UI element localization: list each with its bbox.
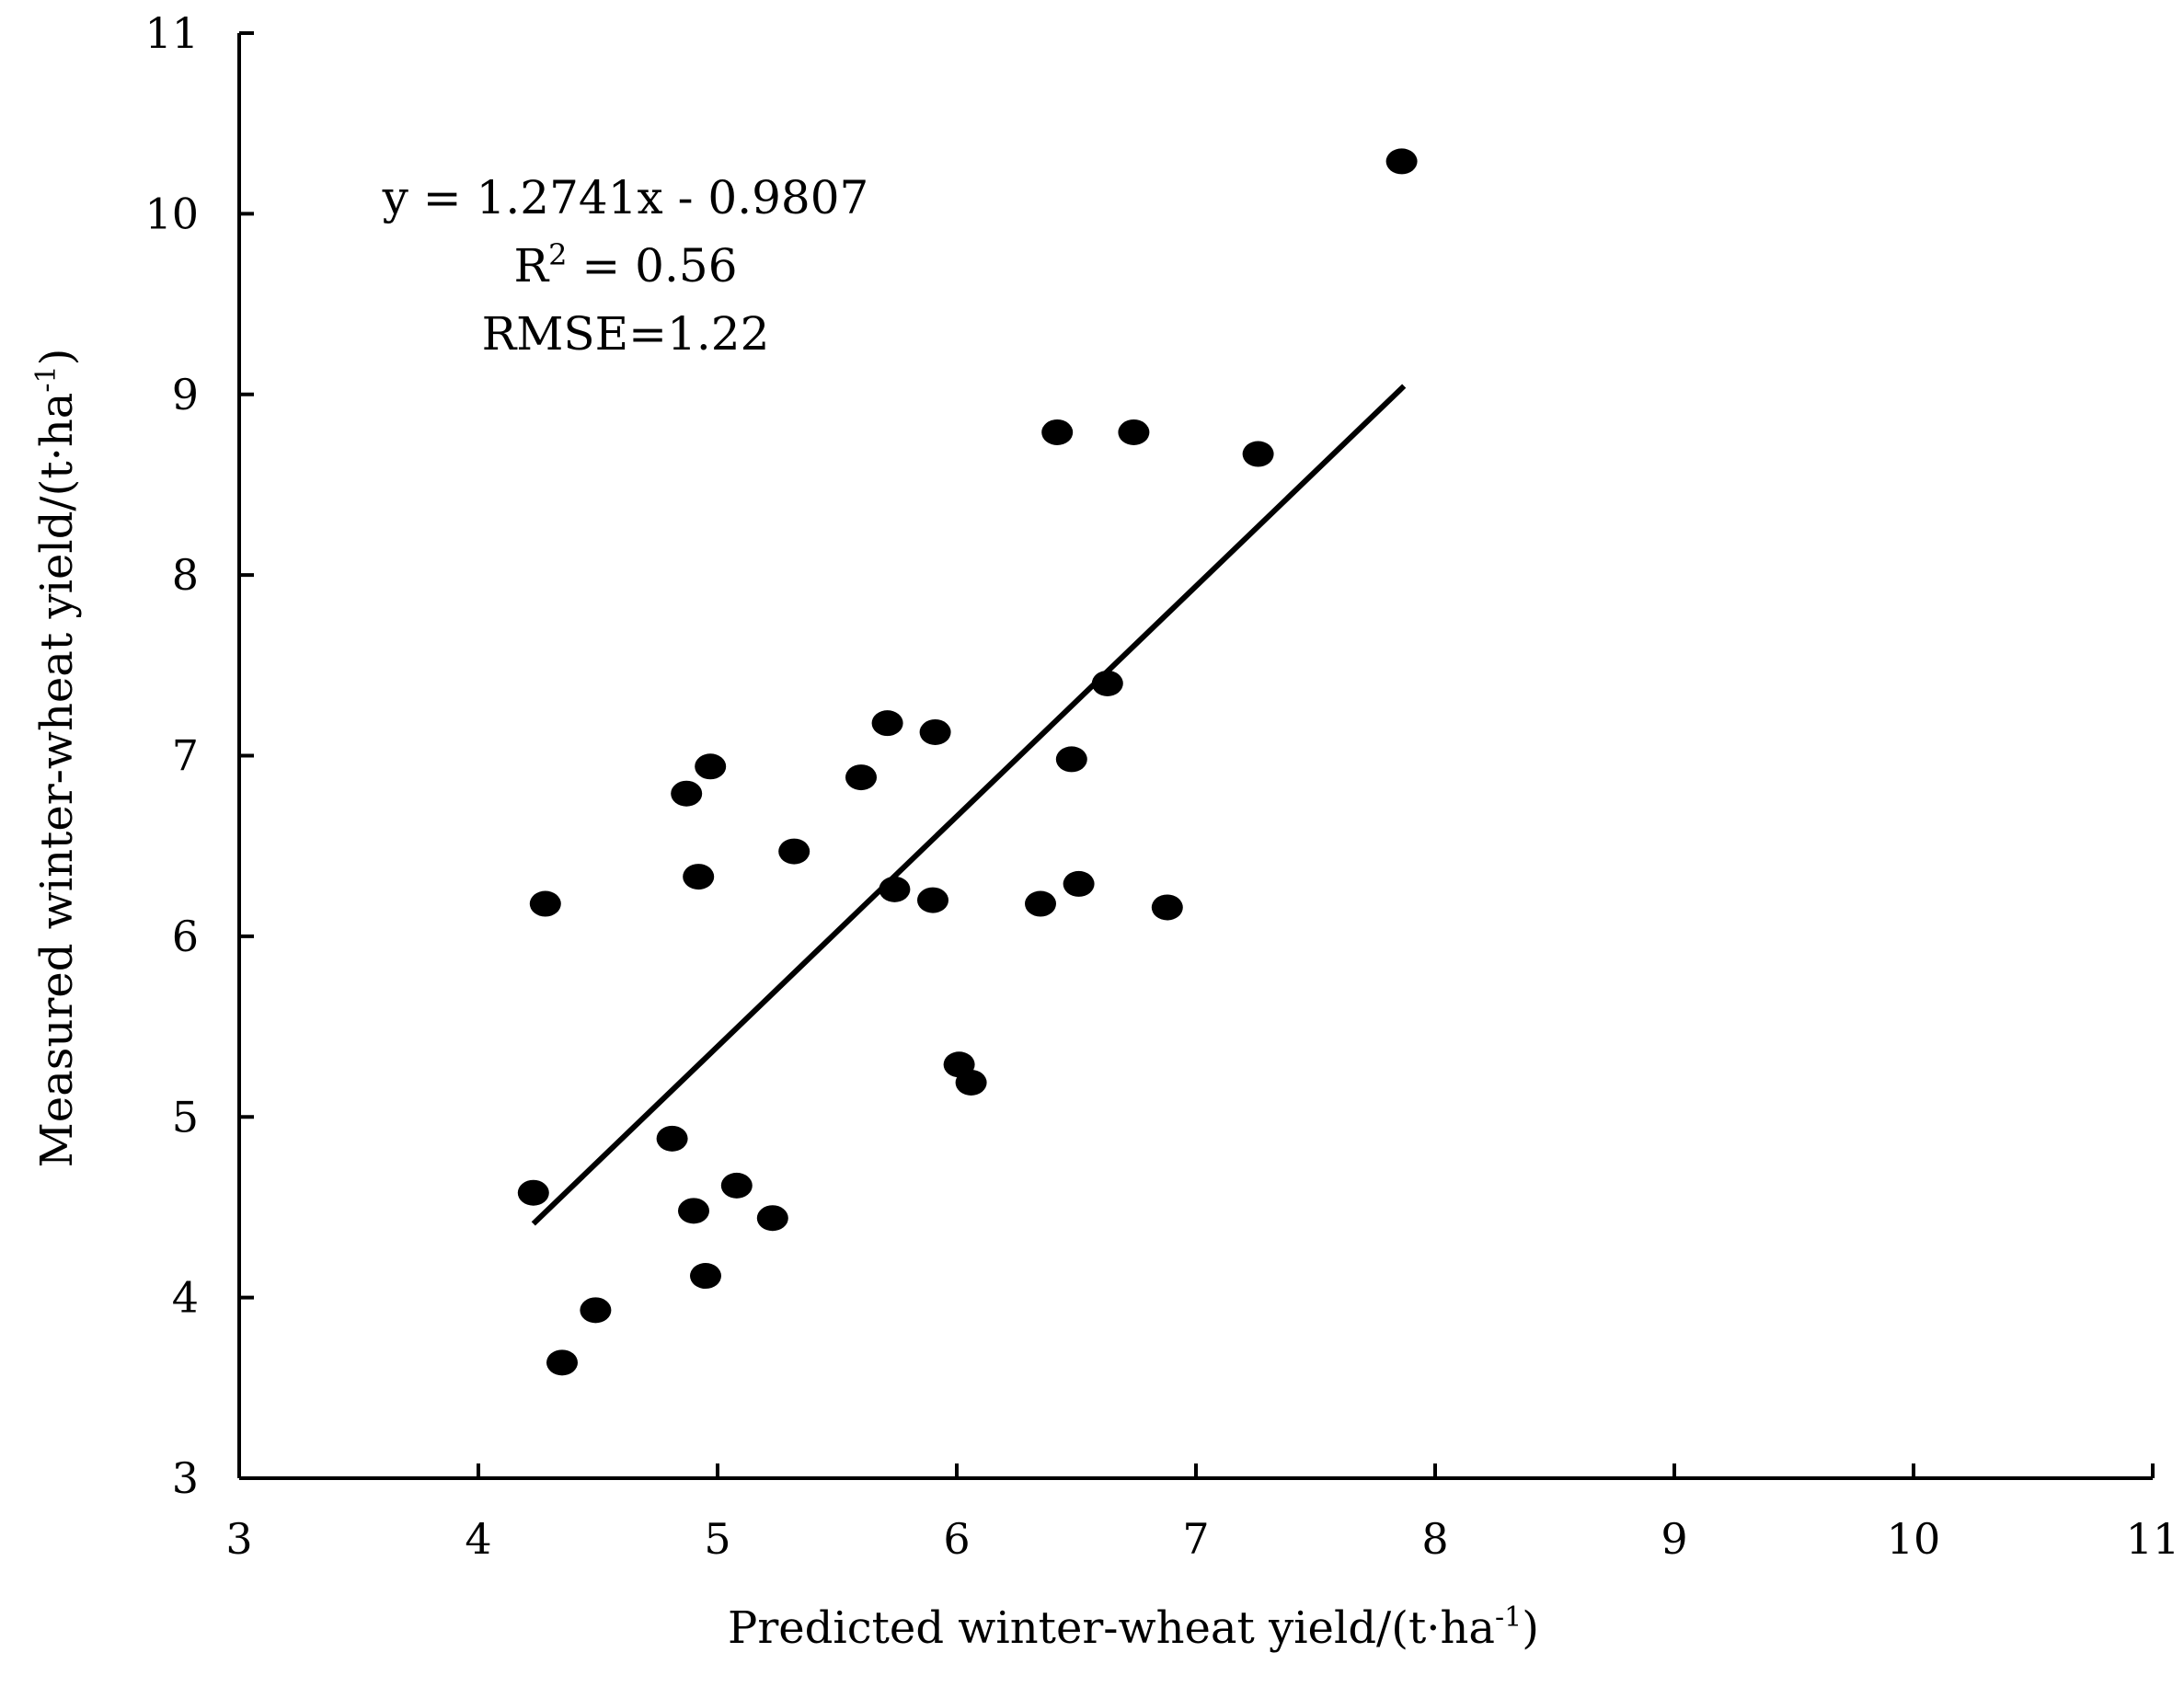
data-point-1 [517,1179,549,1206]
x-axis-title-main: Predicted winter-wheat yield/(t·ha [728,1602,1495,1654]
data-point-5 [656,1125,688,1152]
x-tick-label-3: 3 [225,1514,252,1564]
data-point-23 [1055,746,1087,773]
ticks: 3 4 5 6 7 8 9 10 11 3 4 5 6 7 8 9 10 11 [144,8,2179,1564]
x-axis-title-superscript: -1 [1495,1601,1522,1634]
x-axis-title: Predicted winter-wheat yield/(t·ha-1) [728,1601,1539,1654]
y-tick-label-6: 6 [172,912,199,961]
data-point-14 [845,764,877,791]
data-point-8 [683,864,715,890]
x-tick-label-4: 4 [465,1514,491,1564]
y-axis-title-superscript: -1 [30,365,63,392]
x-tick-label-6: 6 [943,1514,970,1564]
rmse-annotation: RMSE=1.22 [482,307,770,361]
y-axis-title-close: ) [31,349,83,366]
r2-prefix: R [513,239,549,293]
y-tick-label-8: 8 [172,550,199,600]
data-point-11 [720,1172,753,1199]
data-point-18 [919,718,951,745]
trendline-group [531,384,1407,1226]
y-tick-label-5: 5 [172,1092,199,1142]
equation-annotation: y = 1.2741x - 0.9807 [382,171,869,224]
x-axis-title-close: ) [1522,1602,1539,1654]
x-tick-label-10: 10 [1887,1514,1941,1564]
y-axis-title-main: Measured winter-wheat yield/(t·ha [31,393,83,1168]
data-point-25 [1091,670,1123,696]
x-tick-label-11: 11 [2126,1514,2180,1564]
y-axis-title: Measured winter-wheat yield/(t·ha-1) [30,349,83,1168]
y-tick-label-4: 4 [172,1273,199,1323]
y-tick-label-7: 7 [172,731,199,781]
data-point-6 [671,780,703,807]
data-point-9 [690,1263,721,1290]
data-point-29 [1385,148,1418,175]
data-points [517,148,1418,1376]
data-point-10 [695,753,727,780]
x-tick-label-5: 5 [704,1514,730,1564]
data-point-12 [756,1205,788,1232]
y-tick-label-9: 9 [172,370,199,419]
data-point-22 [1041,419,1074,445]
data-point-26 [1118,419,1150,445]
data-point-17 [917,887,948,913]
y-tick-label-10: 10 [144,189,199,238]
x-tick-label-9: 9 [1661,1514,1687,1564]
r2-superscript: 2 [548,237,567,272]
y-tick-label-11: 11 [144,8,199,58]
data-point-27 [1151,894,1183,921]
data-point-4 [580,1297,612,1324]
r2-value: = 0.56 [568,239,738,293]
data-point-24 [1063,870,1095,897]
y-tick-label-3: 3 [172,1453,199,1503]
data-point-2 [529,890,561,917]
data-point-3 [546,1349,578,1376]
data-point-28 [1242,441,1274,467]
data-point-7 [678,1198,709,1224]
r2-annotation: R2 = 0.56 [513,237,737,293]
data-point-15 [871,710,903,737]
data-point-20 [955,1069,987,1096]
data-point-16 [879,876,911,902]
trendline [531,384,1407,1226]
x-tick-label-7: 7 [1182,1514,1209,1564]
data-point-21 [1025,890,1056,917]
x-tick-label-8: 8 [1421,1514,1448,1564]
data-point-13 [778,838,810,865]
